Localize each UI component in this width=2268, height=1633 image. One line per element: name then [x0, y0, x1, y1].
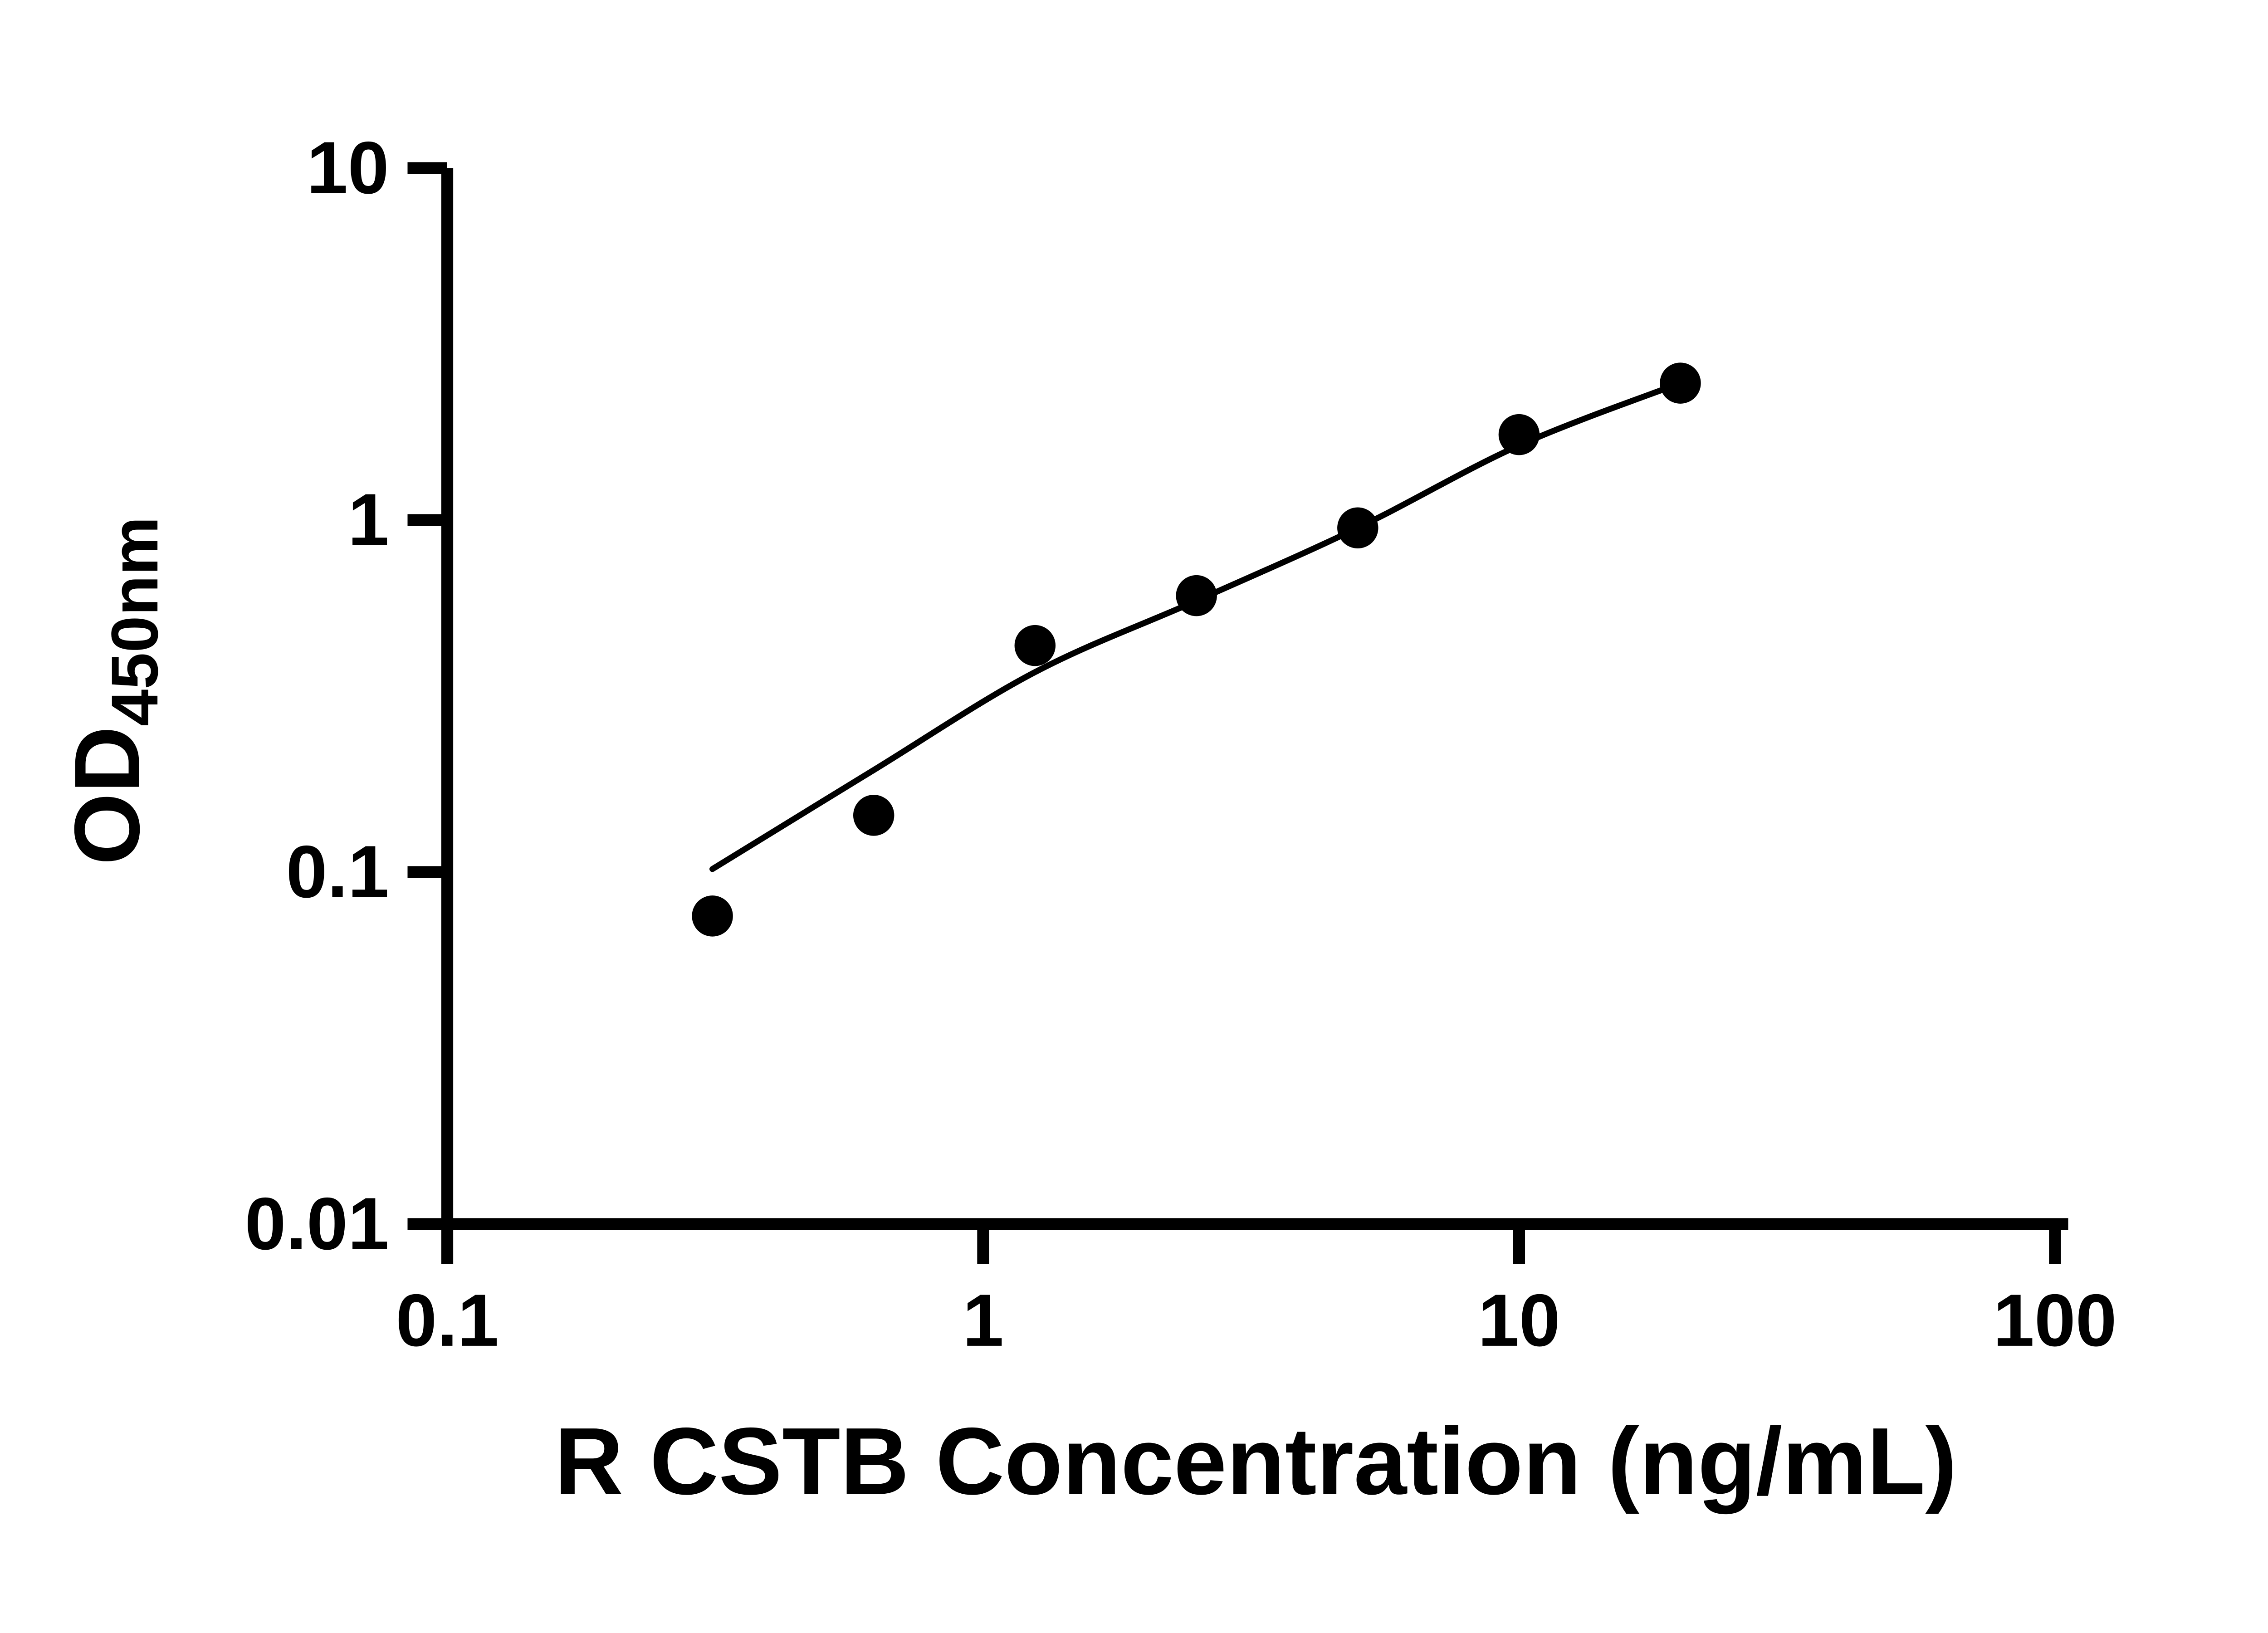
y-axis-title: OD450nm — [55, 517, 171, 865]
fit-curve-line — [709, 380, 1684, 872]
data-point — [1014, 625, 1056, 666]
data-point — [853, 795, 894, 836]
y-tick-label: 1 — [348, 478, 389, 561]
x-tick-label: 0.1 — [396, 1279, 499, 1362]
y-tick-label: 0.01 — [245, 1182, 389, 1265]
tick-marks — [407, 162, 2061, 1264]
y-tick-label: 0.1 — [286, 830, 389, 913]
data-point — [692, 895, 733, 937]
y-axis-title-subscript: 450nm — [98, 517, 171, 726]
data-point — [1660, 362, 1701, 404]
data-point — [1176, 575, 1217, 616]
x-axis-title: R CSTB Concentration (ng/mL) — [555, 1408, 1957, 1515]
data-point — [1498, 414, 1540, 455]
x-tick-label: 10 — [1478, 1279, 1560, 1362]
data-point — [1337, 507, 1378, 548]
x-tick-label: 1 — [963, 1279, 1004, 1362]
y-axis-title-main: OD — [55, 726, 159, 865]
y-tick-label: 10 — [307, 126, 389, 209]
data-points — [692, 362, 1701, 937]
x-tick-label: 100 — [1993, 1279, 2117, 1362]
axes — [441, 168, 2068, 1230]
